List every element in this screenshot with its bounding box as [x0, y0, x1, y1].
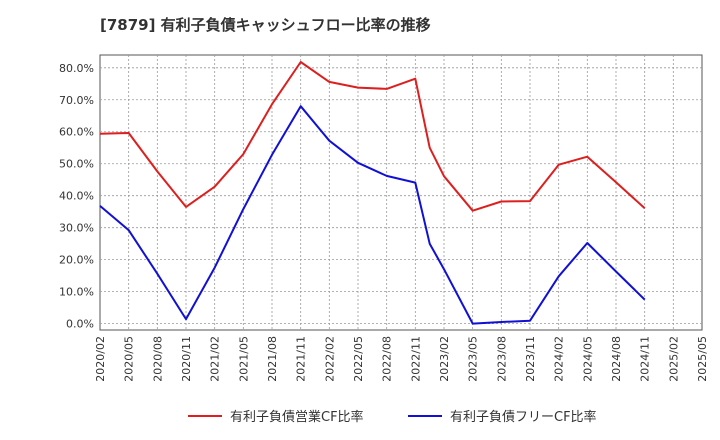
x-tick-label: 2023/05 — [467, 336, 480, 382]
x-tick-label: 2024/08 — [610, 336, 623, 382]
x-tick-label: 2022/11 — [409, 336, 422, 382]
legend-item-operating-cf: 有利子負債営業CF比率 — [188, 406, 364, 425]
x-tick-label: 2022/02 — [323, 336, 336, 382]
x-tick-label: 2025/02 — [667, 336, 680, 382]
x-tick-label: 2021/02 — [209, 336, 222, 382]
y-tick-label: 60.0% — [59, 126, 94, 139]
x-tick-label: 2023/11 — [524, 336, 537, 382]
y-tick-label: 40.0% — [59, 190, 94, 203]
x-tick-label: 2021/08 — [266, 336, 279, 382]
x-tick-label: 2024/11 — [639, 336, 652, 382]
y-tick-label: 20.0% — [59, 254, 94, 267]
x-tick-label: 2024/05 — [581, 336, 594, 382]
y-tick-label: 0.0% — [66, 318, 94, 331]
x-tick-label: 2022/08 — [381, 336, 394, 382]
x-tick-label: 2020/11 — [180, 336, 193, 382]
chart-title: [7879] 有利子負債キャッシュフロー比率の推移 — [100, 16, 431, 34]
legend-swatch-free-cf — [408, 414, 442, 417]
series-line-operating-cf — [99, 61, 646, 212]
legend-label-operating-cf: 有利子負債営業CF比率 — [230, 410, 364, 425]
x-tick-label: 2021/11 — [295, 336, 308, 382]
y-tick-label: 30.0% — [59, 222, 94, 235]
x-tick-label: 2023/02 — [438, 336, 451, 382]
legend: 有利子負債営業CF比率 有利子負債フリーCF比率 — [0, 406, 720, 426]
x-tick-label: 2021/05 — [237, 336, 250, 382]
x-tick-label: 2022/05 — [352, 336, 365, 382]
legend-item-free-cf: 有利子負債フリーCF比率 — [408, 406, 597, 425]
y-tick-label: 10.0% — [59, 286, 94, 299]
x-tick-label: 2020/02 — [94, 336, 107, 382]
legend-swatch-operating-cf — [188, 414, 222, 417]
x-tick-label: 2023/08 — [495, 336, 508, 382]
y-tick-label: 50.0% — [59, 158, 94, 171]
x-tick-label: 2025/05 — [696, 336, 709, 382]
x-tick-label: 2024/02 — [553, 336, 566, 382]
y-tick-label: 70.0% — [59, 94, 94, 107]
legend-label-free-cf: 有利子負債フリーCF比率 — [450, 410, 597, 425]
x-tick-label: 2020/08 — [151, 336, 164, 382]
series-line-free-cf — [99, 105, 646, 325]
plot-area — [99, 54, 703, 331]
y-tick-label: 80.0% — [59, 62, 94, 75]
x-tick-label: 2020/05 — [123, 336, 136, 382]
